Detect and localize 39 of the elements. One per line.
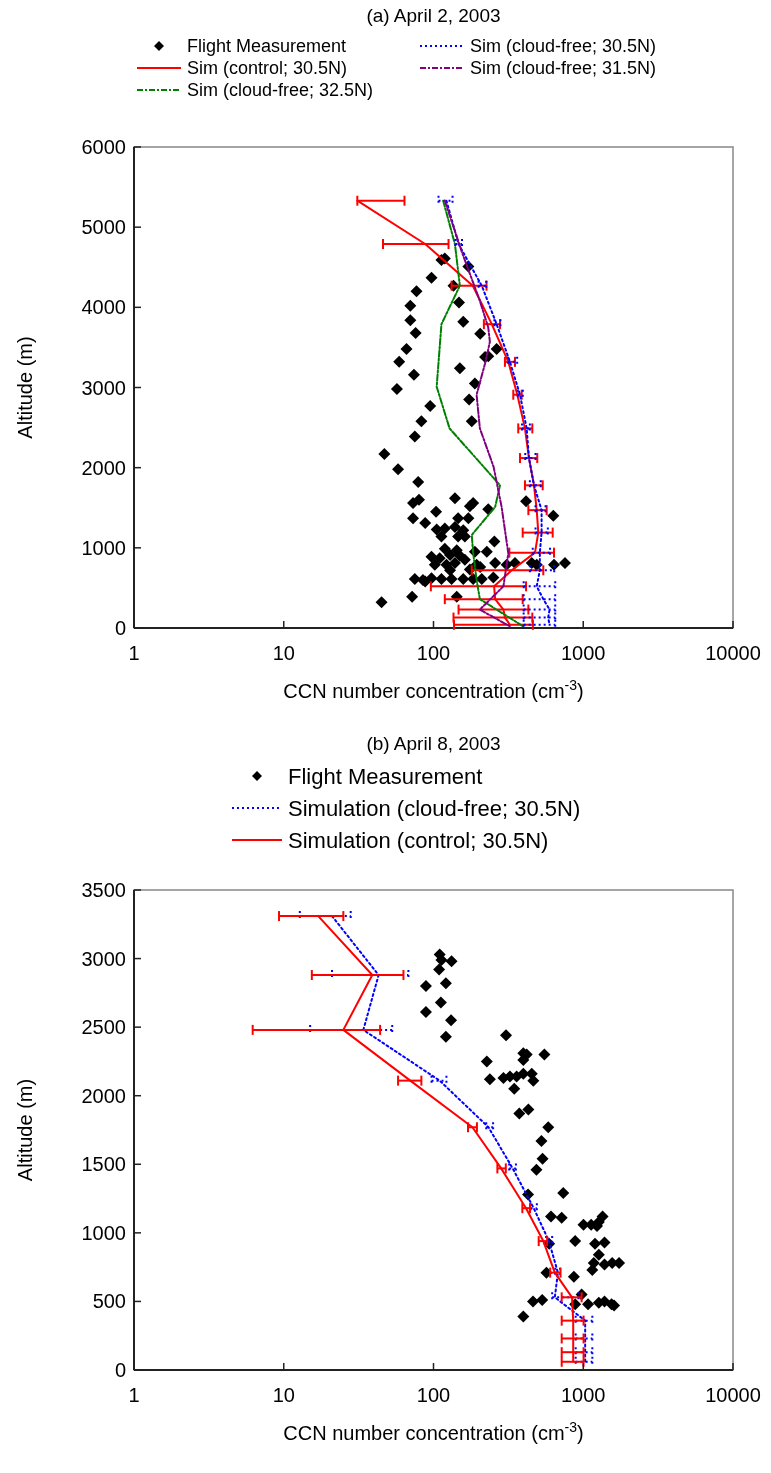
x-tick-label: 10000 bbox=[705, 642, 761, 664]
y-tick-label: 1500 bbox=[81, 1153, 126, 1176]
y-tick-label: 4000 bbox=[81, 296, 126, 319]
y-tick-label: 5000 bbox=[81, 216, 126, 239]
y-tick-label: 1000 bbox=[81, 1221, 126, 1244]
legend-label: Sim (cloud-free; 31.5N) bbox=[470, 58, 657, 78]
y-tick-label: 500 bbox=[92, 1290, 126, 1313]
y-axis-title: Altitude (m) bbox=[14, 336, 36, 439]
x-tick-label: 1000 bbox=[561, 1384, 606, 1406]
y-tick-label: 0 bbox=[114, 1359, 126, 1381]
legend-label: Sim (control; 30.5N) bbox=[187, 58, 348, 78]
y-tick-label: 3500 bbox=[81, 879, 126, 901]
x-axis-title: CCN number concentration (cm$^{-3}$) bbox=[283, 677, 584, 702]
y-tick-label: 2500 bbox=[81, 1016, 126, 1039]
x-tick-label: 1 bbox=[128, 642, 140, 664]
y-tick-label: 6000 bbox=[81, 136, 126, 158]
y-tick-label: 1000 bbox=[81, 536, 126, 559]
x-tick-label: 10 bbox=[272, 1384, 295, 1406]
x-tick-label: 10000 bbox=[705, 1384, 761, 1406]
chart-title: (a) April 2, 2003 bbox=[366, 5, 501, 26]
y-tick-label: 3000 bbox=[81, 947, 126, 970]
y-tick-label: 0 bbox=[114, 617, 126, 639]
x-tick-label: 100 bbox=[416, 642, 451, 664]
x-tick-label: 10 bbox=[272, 642, 295, 664]
legend-label: Simulation (control; 30.5N) bbox=[288, 827, 549, 853]
x-axis-title: CCN number concentration (cm$^{-3}$) bbox=[283, 1419, 584, 1444]
chart-title: (b) April 8, 2003 bbox=[366, 733, 501, 754]
legend-label: Flight Measurement bbox=[187, 36, 347, 56]
x-tick-label: 1 bbox=[128, 1384, 140, 1406]
y-tick-label: 2000 bbox=[81, 456, 126, 479]
y-tick-label: 2000 bbox=[81, 1084, 126, 1107]
legend-label: Simulation (cloud-free; 30.5N) bbox=[288, 795, 581, 821]
legend-label: Sim (cloud-free; 32.5N) bbox=[187, 80, 374, 100]
x-tick-label: 100 bbox=[416, 1384, 451, 1406]
x-tick-label: 1000 bbox=[561, 642, 606, 664]
legend-label: Sim (cloud-free; 30.5N) bbox=[470, 36, 657, 56]
y-axis-title: Altitude (m) bbox=[14, 1078, 36, 1182]
y-tick-label: 3000 bbox=[81, 376, 126, 399]
legend-label: Flight Measurement bbox=[288, 763, 483, 789]
